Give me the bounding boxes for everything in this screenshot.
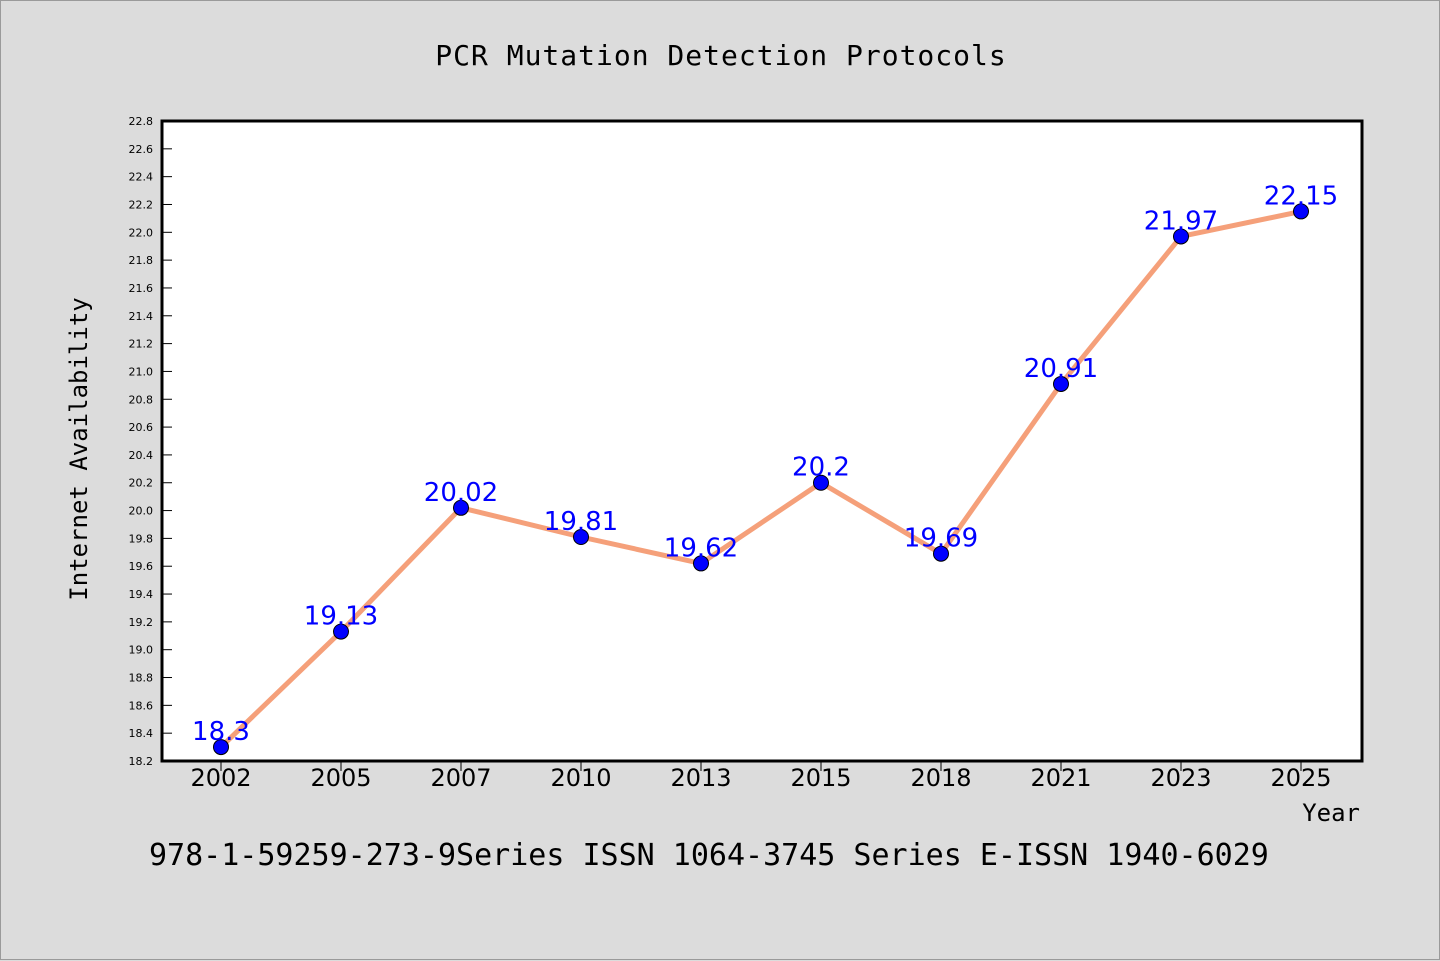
data-point-marker: [1053, 375, 1069, 392]
y-tick-label: 18.4: [129, 727, 154, 740]
data-labels-group: 18.3 19.13 20.02 19.81 19.62 20.2 19.69 20.91 21…: [192, 181, 1338, 747]
data-label: 19.62: [664, 533, 738, 563]
y-tick-label: 19.8: [129, 532, 154, 545]
data-point-marker: [333, 623, 349, 640]
data-label: 20.02: [424, 478, 498, 508]
data-point-marker: [1293, 203, 1309, 220]
chart-title: PCR Mutation Detection Protocols: [435, 39, 1006, 72]
y-tick-label: 22.8: [129, 115, 154, 128]
x-tick-label: 2013: [670, 764, 731, 792]
data-point-marker: [693, 555, 709, 572]
y-tick-label: 21.8: [129, 254, 154, 267]
footer-isbn-issn: 978-1-59259-273-9Series ISSN 1064-3745 S…: [149, 838, 1269, 873]
data-point-marker: [573, 529, 589, 545]
x-axis-label: Year: [1302, 799, 1360, 827]
y-tick-label: 20.4: [129, 449, 154, 462]
x-tick-label: 2025: [1270, 764, 1331, 792]
x-tick-label: 2015: [790, 764, 851, 792]
y-tick-label: 21.4: [129, 310, 154, 323]
data-point-marker: [813, 474, 829, 491]
data-label: 19.13: [304, 602, 378, 632]
y-axis-label: Internet Availability: [65, 297, 93, 600]
x-tick-label: 2023: [1150, 764, 1211, 792]
y-tick-label: 19.6: [129, 560, 154, 573]
y-tick-label: 22.4: [129, 171, 154, 184]
y-tick-label: 19.2: [129, 616, 154, 629]
y-tick-label: 19.0: [129, 644, 154, 657]
data-label: 20.91: [1024, 354, 1098, 384]
data-label: 21.97: [1144, 206, 1218, 236]
x-axis-ticks: 2002 2005 2007 2010 2013 2015 2018 2021 2023 2025: [190, 761, 1332, 792]
plot-area: [160, 119, 1364, 763]
y-tick-label: 21.6: [129, 282, 154, 295]
data-label: 18.3: [192, 717, 250, 747]
y-tick-label: 18.8: [129, 672, 154, 685]
data-label: 19.81: [544, 507, 618, 537]
y-tick-label: 22.0: [129, 226, 154, 239]
series-line-group: [213, 203, 1309, 756]
y-tick-label: 19.4: [129, 588, 154, 601]
y-tick-label: 21.0: [129, 365, 154, 378]
x-tick-label: 2021: [1030, 764, 1091, 792]
data-point-marker: [933, 545, 949, 562]
y-tick-label: 22.6: [129, 143, 154, 156]
y-axis-ticks: 18.2 18.4 18.6 18.8 19.0 19.2 19.4 19.6 19.8 20.0…: [129, 115, 172, 768]
data-label: 22.15: [1264, 181, 1338, 211]
y-tick-label: 20.8: [129, 393, 154, 406]
y-tick-label: 21.2: [129, 338, 154, 351]
x-tick-label: 2018: [910, 764, 971, 792]
y-tick-label: 18.2: [129, 755, 154, 768]
data-label: 19.69: [904, 524, 978, 554]
x-tick-label: 2002: [190, 764, 251, 792]
data-label: 20.2: [792, 453, 850, 483]
x-tick-label: 2010: [550, 764, 611, 792]
y-tick-label: 20.2: [129, 477, 154, 490]
data-point-marker: [213, 739, 229, 756]
y-tick-label: 22.2: [129, 198, 154, 211]
x-tick-label: 2007: [430, 764, 491, 792]
y-tick-label: 20.6: [129, 421, 154, 434]
x-tick-label: 2005: [310, 764, 371, 792]
data-point-marker: [453, 499, 469, 516]
y-tick-label: 18.6: [129, 699, 154, 712]
data-point-marker: [1173, 228, 1189, 245]
series-line: [218, 208, 1304, 750]
y-tick-label: 20.0: [129, 505, 154, 518]
